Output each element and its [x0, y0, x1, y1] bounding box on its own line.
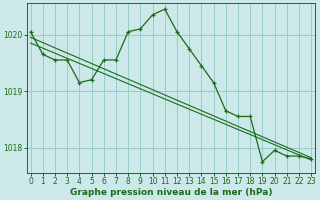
X-axis label: Graphe pression niveau de la mer (hPa): Graphe pression niveau de la mer (hPa)	[70, 188, 272, 197]
